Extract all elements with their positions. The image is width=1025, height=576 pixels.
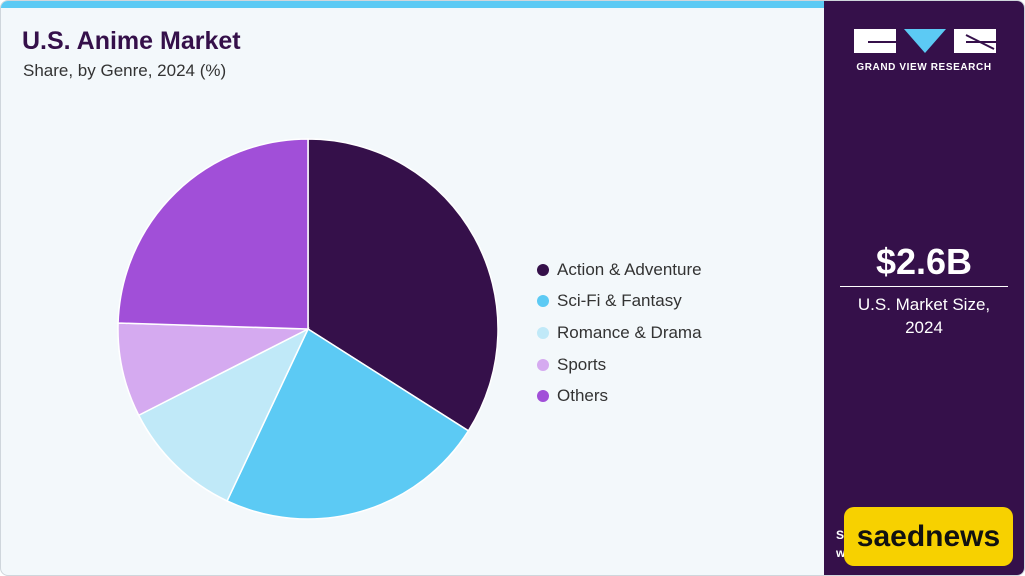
source-note: S w [836,526,845,562]
sidebar-panel: GRAND VIEW RESEARCH $2.6B U.S. Market Si… [824,1,1024,575]
grand-view-research-logo [854,29,996,53]
legend-label: Sports [557,354,607,374]
pie-slice-romance-drama [137,327,310,502]
pie-slice-others [117,138,309,330]
market-size-caption-line1: U.S. Market Size, [857,295,991,314]
market-size-caption: U.S. Market Size, 2024 [824,293,1024,339]
legend-label: Action & Adventure [557,259,702,279]
legend-swatch [537,358,549,371]
accent-bar [1,1,824,8]
legend-label: Romance & Drama [557,322,702,342]
legend-item: Romance & Drama [537,317,702,349]
legend-swatch [537,263,549,276]
legend-label: Sci-Fi & Fantasy [557,291,682,311]
legend-item: Others [537,380,702,412]
pie-chart [117,138,499,520]
legend-item: Sci-Fi & Fantasy [537,286,702,318]
legend-swatch [537,295,549,308]
chart-subtitle: Share, by Genre, 2024 (%) [23,61,227,80]
pie-slice-sports [117,322,309,417]
pie-slice-sci-fi-fantasy [226,327,470,520]
legend-item: Sports [537,349,702,381]
chart-legend: Action & Adventure Sci-Fi & Fantasy Romanc… [537,254,702,412]
legend-swatch [537,390,549,403]
market-size-caption-line2: 2024 [905,318,943,337]
legend-label: Others [557,386,609,406]
legend-item: Action & Adventure [537,254,702,286]
divider [840,286,1008,287]
pie-slice-action-adventure [307,138,499,432]
chart-title: U.S. Anime Market [22,27,241,55]
brand-name: GRAND VIEW RESEARCH [856,62,992,73]
source-note-line1: S [836,528,845,542]
market-size-value: $2.6B [875,241,973,282]
source-note-line2: w [836,546,846,560]
legend-swatch [537,326,549,339]
saednews-watermark: saednews [844,507,1013,566]
